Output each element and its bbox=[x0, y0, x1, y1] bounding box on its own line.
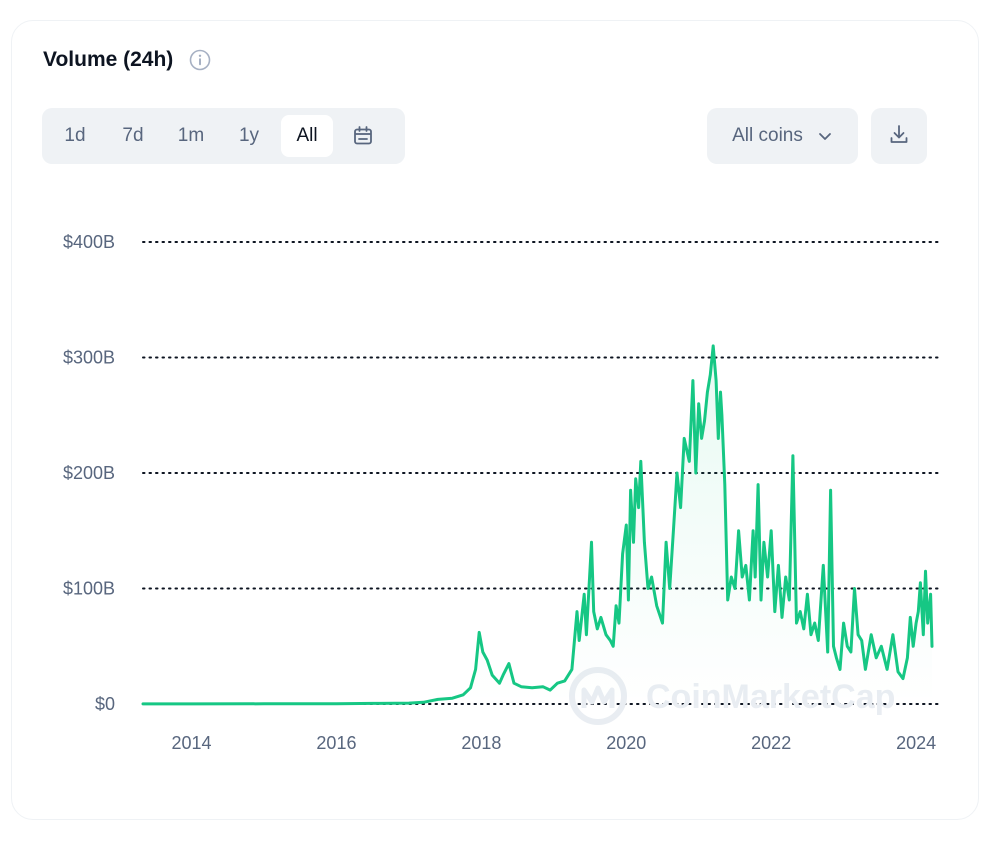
x-tick-label: 2018 bbox=[461, 733, 501, 753]
x-tick-label: 2024 bbox=[896, 733, 936, 753]
range-1y-button[interactable]: 1y bbox=[238, 125, 260, 146]
x-tick-label: 2016 bbox=[316, 733, 356, 753]
download-icon bbox=[887, 122, 911, 151]
chart-title: Volume (24h) bbox=[43, 48, 174, 71]
volume-area-fill bbox=[143, 345, 932, 704]
volume-series-line[interactable] bbox=[141, 344, 934, 706]
x-tick-label: 2014 bbox=[172, 733, 212, 753]
range-1d-button[interactable]: 1d bbox=[64, 125, 86, 146]
y-tick-label: $300B bbox=[63, 348, 115, 368]
y-tick-label: $0 bbox=[95, 694, 115, 714]
info-icon[interactable] bbox=[189, 49, 211, 71]
chevron-down-icon bbox=[817, 128, 833, 144]
range-7d-button[interactable]: 7d bbox=[122, 125, 144, 146]
x-tick-label: 2022 bbox=[751, 733, 791, 753]
y-tick-label: $400B bbox=[63, 232, 115, 252]
calendar-icon[interactable] bbox=[339, 115, 387, 157]
coins-select-value: All coins bbox=[732, 125, 803, 146]
y-tick-label: $100B bbox=[63, 579, 115, 599]
y-tick-label: $200B bbox=[63, 463, 115, 483]
range-all-button[interactable]: All bbox=[281, 115, 333, 157]
download-button[interactable] bbox=[871, 108, 927, 164]
header: Volume (24h) bbox=[43, 48, 211, 72]
time-range-selector: 1d 7d 1m 1y All bbox=[42, 108, 405, 164]
range-1m-button[interactable]: 1m bbox=[177, 125, 205, 146]
x-tick-label: 2020 bbox=[606, 733, 646, 753]
coins-select[interactable]: All coins bbox=[707, 108, 858, 164]
